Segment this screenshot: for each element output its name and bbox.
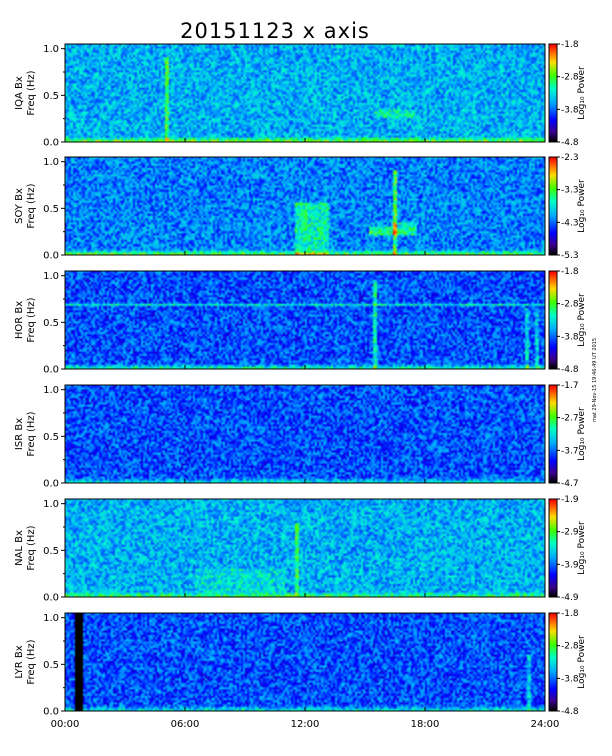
colorbar-label: Log₁₀ Power — [577, 179, 587, 233]
y-tick-label: 1.0 — [43, 499, 59, 510]
colorbar — [549, 613, 557, 711]
y-tick-label: 0.0 — [43, 707, 59, 718]
x-tick-label: 12:00 — [291, 719, 320, 730]
colorbar-tick-label: -2.7 — [561, 414, 579, 424]
colorbar-tick-label: -1.8 — [561, 40, 579, 50]
y-axis-freq-label: Freq (Hz) — [26, 297, 37, 342]
x-tick-label: 00:00 — [51, 719, 80, 730]
colorbar-tick-label: -1.8 — [561, 609, 579, 619]
colorbar-tick-label: -1.8 — [561, 267, 579, 277]
panel-nal: 1.0 0.5 0.0 NAL Bx Freq (Hz) -1.9 -2.9 -3.9 -4.9… — [14, 495, 587, 604]
y-axis-station-label: LYR Bx — [14, 645, 25, 678]
colorbar-frame — [548, 612, 558, 712]
spectrogram-isr — [65, 385, 545, 483]
colorbar-frame — [548, 43, 558, 143]
y-tick-label: 1.0 — [43, 385, 59, 396]
y-tick-label: 0.5 — [43, 204, 59, 215]
colorbar-tick-label: -3.8 — [561, 332, 579, 342]
colorbar-tick-label: -3.8 — [561, 674, 579, 684]
spectrogram-soy — [65, 157, 545, 255]
colorbar-label: Log₁₀ Power — [577, 66, 587, 120]
panel-isr: 1.0 0.5 0.0 ISR Bx Freq (Hz) -1.7 -2.7 -3.7 -4.7… — [14, 381, 587, 490]
colorbar-tick-label: -4.7 — [561, 479, 579, 489]
colorbar-tick-label: -3.7 — [561, 446, 579, 456]
colorbar-tick-label: -3.8 — [561, 105, 579, 115]
colorbar-tick-label: -4.8 — [561, 138, 579, 148]
colorbar — [549, 499, 557, 597]
colorbar-tick-label: -5.3 — [561, 251, 579, 261]
colorbar-frame — [548, 498, 558, 598]
y-axis-freq-label: Freq (Hz) — [26, 525, 37, 570]
y-axis-freq-label: Freq (Hz) — [26, 639, 37, 684]
colorbar-tick-label: -2.9 — [561, 528, 579, 538]
y-tick-label: 0.0 — [43, 479, 59, 490]
colorbar — [549, 385, 557, 483]
colorbar-tick-label: -4.3 — [561, 218, 579, 228]
colorbar-tick-label: -4.9 — [561, 593, 579, 603]
colorbar-frame — [548, 384, 558, 484]
spectrogram-nal — [65, 499, 545, 597]
colorbar-tick-label: -4.8 — [561, 365, 579, 375]
y-tick-label: 0.5 — [43, 318, 59, 329]
y-axis-station-label: HOR Bx — [14, 301, 25, 339]
y-axis-freq-label: Freq (Hz) — [26, 183, 37, 228]
y-tick-label: 0.0 — [43, 593, 59, 604]
y-tick-label: 1.0 — [43, 613, 59, 624]
y-tick-label: 0.0 — [43, 138, 59, 149]
colorbar-frame — [548, 156, 558, 256]
y-axis-station-label: ISR Bx — [14, 418, 25, 450]
y-tick-label: 1.0 — [43, 44, 59, 55]
y-tick-label: 0.5 — [43, 546, 59, 557]
colorbar-tick-label: -2.3 — [561, 153, 579, 163]
colorbar-tick-label: -4.8 — [561, 707, 579, 717]
colorbar-tick-label: -1.9 — [561, 495, 579, 505]
y-axis-station-label: NAL Bx — [14, 530, 25, 566]
y-tick-label: 1.0 — [43, 157, 59, 168]
side-note: mat 29-Nov-15 19:46:49 UT 2015 — [592, 338, 598, 422]
panel-soy: 1.0 0.5 0.0 SOY Bx Freq (Hz) -2.3 -3.3 -4.3 -5.3… — [14, 153, 587, 262]
panel-hor: 1.0 0.5 0.0 HOR Bx Freq (Hz) -1.8 -2.8 -3.8 -4.8… — [14, 267, 587, 376]
y-tick-label: 0.0 — [43, 365, 59, 376]
x-tick-label: 06:00 — [171, 719, 200, 730]
colorbar-tick-label: -3.3 — [561, 186, 579, 196]
x-tick-label: 18:00 — [411, 719, 440, 730]
colorbar-label: Log₁₀ Power — [577, 521, 587, 575]
y-tick-label: 1.0 — [43, 271, 59, 282]
panel-iqa: 1.0 0.5 0.0 IQA Bx Freq (Hz) -1.8 -2.8 -3.8 -4.8… — [14, 40, 587, 149]
colorbar-tick-label: -2.8 — [561, 300, 579, 310]
spectrogram-iqa — [65, 44, 545, 142]
colorbar-frame — [548, 270, 558, 370]
colorbar-label: Log₁₀ Power — [577, 293, 587, 347]
colorbar-label: Log₁₀ Power — [577, 407, 587, 461]
y-axis-freq-label: Freq (Hz) — [26, 411, 37, 456]
y-tick-label: 0.0 — [43, 251, 59, 262]
spectrogram-lyr — [65, 613, 545, 711]
colorbar — [549, 271, 557, 369]
panel-lyr: 1.0 0.5 0.0 LYR Bx Freq (Hz) -1.8 -2.8 -3.8 -4.8… — [14, 609, 587, 730]
y-axis-station-label: SOY Bx — [14, 188, 25, 224]
y-axis-freq-label: Freq (Hz) — [26, 70, 37, 115]
spectrogram-hor — [65, 271, 545, 369]
colorbar-tick-label: -2.8 — [561, 73, 579, 83]
y-tick-label: 0.5 — [43, 660, 59, 671]
colorbar — [549, 157, 557, 255]
colorbar-tick-label: -2.8 — [561, 642, 579, 652]
x-tick-label: 24:00 — [531, 719, 560, 730]
y-axis-station-label: IQA Bx — [14, 76, 25, 110]
y-tick-label: 0.5 — [43, 91, 59, 102]
figure-title: 20151123 x axis — [180, 19, 370, 43]
y-tick-label: 0.5 — [43, 432, 59, 443]
colorbar-label: Log₁₀ Power — [577, 635, 587, 689]
colorbar — [549, 44, 557, 142]
colorbar-tick-label: -3.9 — [561, 560, 579, 570]
colorbar-tick-label: -1.7 — [561, 381, 579, 391]
